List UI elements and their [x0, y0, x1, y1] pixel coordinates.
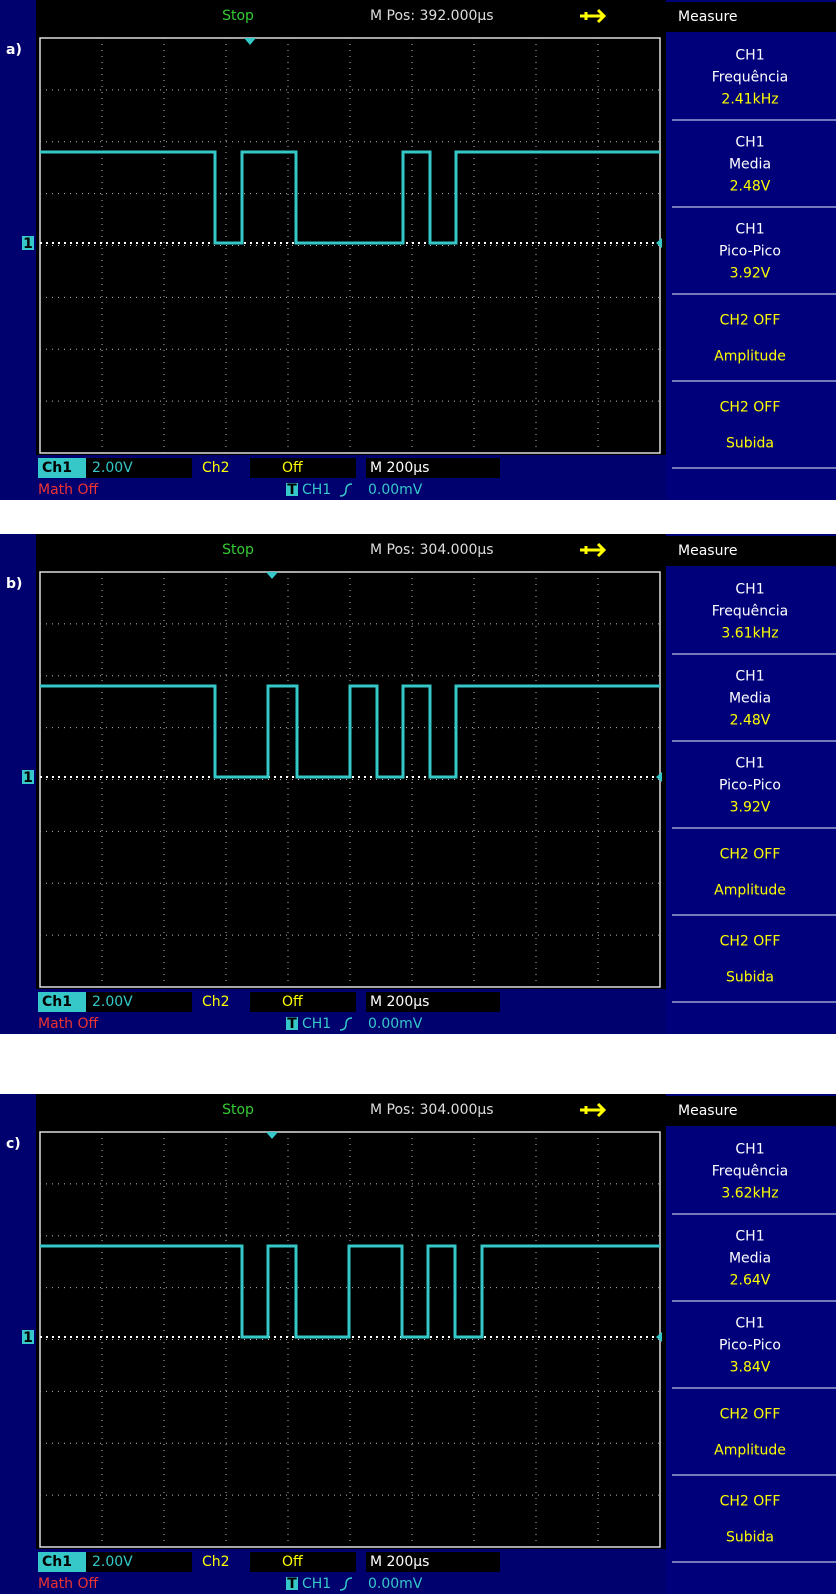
menu-item-text: 3.92V [730, 800, 771, 816]
scope-screen: 1 b) Stop M Pos: 304.000µs Measure CH1 Frequên… [0, 534, 836, 1034]
menu-title: Measure [678, 9, 738, 25]
timebase: M 200µs [370, 460, 429, 476]
menu-item-text: CH1 [735, 1229, 764, 1245]
menu-item-text: Amplitude [714, 1443, 786, 1459]
channel-marker: 1 [23, 770, 33, 786]
menu-item-text: CH2 OFF [720, 400, 781, 416]
ch2-state: Off [282, 1554, 303, 1570]
channel-marker: 1 [23, 236, 33, 252]
math-status: Math Off [38, 482, 98, 498]
trigger-icon: T [287, 482, 297, 498]
menu-item-text: 2.48V [730, 179, 771, 195]
menu-item-text: Subida [726, 970, 774, 986]
menu-item-text: 3.92V [730, 266, 771, 282]
trigger-level: 0.00mV [368, 482, 423, 498]
menu-title: Measure [678, 543, 738, 559]
menu-item-text: Pico-Pico [719, 778, 781, 794]
ch1-scale: 2.00V [92, 460, 133, 476]
menu-item-text: 2.64V [730, 1273, 771, 1289]
scope-screen: 1 c) Stop M Pos: 304.000µs Measure CH1 Frequên… [0, 1094, 836, 1594]
ch1-scale: 2.00V [92, 1554, 133, 1570]
menu-item-text: Media [729, 1251, 771, 1267]
menu-item-text: 2.48V [730, 713, 771, 729]
channel-marker: 1 [23, 1330, 33, 1346]
trigger-source: CH1 [302, 1016, 331, 1032]
ch2-label: Ch2 [202, 994, 230, 1010]
menu-item-text: CH1 [735, 222, 764, 238]
run-status: Stop [222, 1102, 254, 1118]
menu-item-text: 2.41kHz [721, 92, 778, 108]
trigger-icon: T [287, 1016, 297, 1032]
ch1-scale: 2.00V [92, 994, 133, 1010]
scope-screen: 1 a) Stop M Pos: 392.000µs Measure CH1 Frequên… [0, 0, 836, 500]
screenshot: 1 a) Stop M Pos: 392.000µs Measure CH1 Frequên… [0, 0, 836, 1594]
menu-item-text: 3.61kHz [721, 626, 778, 642]
menu-item-text: CH2 OFF [720, 847, 781, 863]
ch2-state-box [250, 992, 356, 1012]
menu-item-text: Amplitude [714, 883, 786, 899]
menu-item-text: Amplitude [714, 349, 786, 365]
ch2-label: Ch2 [202, 460, 230, 476]
menu-item-text: CH1 [735, 135, 764, 151]
panel-label: a) [6, 42, 22, 58]
run-status: Stop [222, 542, 254, 558]
menu-item-text: Frequência [712, 604, 789, 620]
scope-area [36, 0, 666, 455]
ch2-state: Off [282, 460, 303, 476]
menu-title: Measure [678, 1103, 738, 1119]
trigger-level: 0.00mV [368, 1016, 423, 1032]
position: M Pos: 392.000µs [370, 8, 494, 24]
ch2-label: Ch2 [202, 1554, 230, 1570]
menu-item-text: CH2 OFF [720, 1407, 781, 1423]
trigger-source: CH1 [302, 482, 331, 498]
menu-item-text: 3.62kHz [721, 1186, 778, 1202]
menu-item-text: Media [729, 691, 771, 707]
timebase: M 200µs [370, 1554, 429, 1570]
menu-item-text: Frequência [712, 70, 789, 86]
menu-item-text: Pico-Pico [719, 1338, 781, 1354]
menu-item-text: CH1 [735, 669, 764, 685]
trigger-level: 0.00mV [368, 1576, 423, 1592]
position: M Pos: 304.000µs [370, 542, 494, 558]
menu-item-text: Frequência [712, 1164, 789, 1180]
math-status: Math Off [38, 1576, 98, 1592]
ch1-label: Ch1 [42, 1554, 72, 1570]
menu-item-text: CH1 [735, 1316, 764, 1332]
ch2-state: Off [282, 994, 303, 1010]
trigger-source: CH1 [302, 1576, 331, 1592]
menu-item-text: Pico-Pico [719, 244, 781, 260]
menu-item-text: CH1 [735, 582, 764, 598]
panel-label: b) [6, 576, 22, 592]
menu-item-text: Subida [726, 436, 774, 452]
menu-item-text: Subida [726, 1530, 774, 1546]
menu-item-text: CH1 [735, 1142, 764, 1158]
position: M Pos: 304.000µs [370, 1102, 494, 1118]
menu-item-text: CH2 OFF [720, 313, 781, 329]
timebase: M 200µs [370, 994, 429, 1010]
ch2-state-box [250, 1552, 356, 1572]
ch1-label: Ch1 [42, 460, 72, 476]
trigger-icon: T [287, 1576, 297, 1592]
ch2-state-box [250, 458, 356, 478]
scope-area [36, 1094, 666, 1549]
menu-item-text: CH1 [735, 756, 764, 772]
math-status: Math Off [38, 1016, 98, 1032]
menu-item-text: CH2 OFF [720, 1494, 781, 1510]
ch1-label: Ch1 [42, 994, 72, 1010]
menu-item-text: CH2 OFF [720, 934, 781, 950]
panel-label: c) [6, 1136, 21, 1152]
menu-item-text: 3.84V [730, 1360, 771, 1376]
run-status: Stop [222, 8, 254, 24]
menu-item-text: CH1 [735, 48, 764, 64]
menu-item-text: Media [729, 157, 771, 173]
